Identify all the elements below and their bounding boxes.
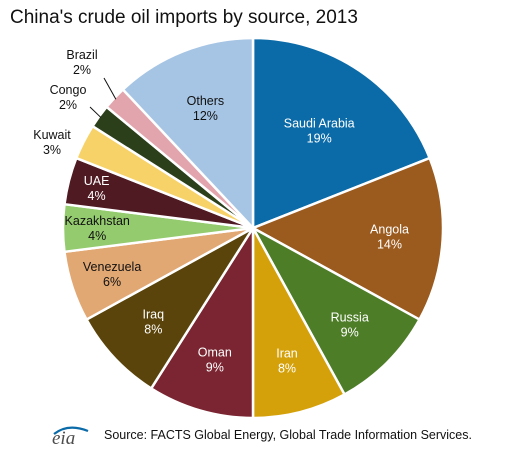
slice-label-kuwait: Kuwait 3%	[33, 128, 71, 157]
pie-slice-oman	[149, 226, 255, 420]
slice-label-kazakhstan: Kazakhstan 4%	[65, 214, 130, 243]
slice-label-russia: Russia 9%	[331, 311, 369, 340]
slice-label-brazil: Brazil 2%	[66, 48, 97, 77]
source-note: Source: FACTS Global Energy, Global Trad…	[104, 428, 472, 442]
slice-label-oman: Oman 9%	[198, 345, 232, 374]
slice-label-angola: Angola 14%	[370, 223, 409, 252]
slice-label-saudi-arabia: Saudi Arabia 19%	[284, 117, 355, 146]
slice-label-iraq: Iraq 8%	[143, 308, 165, 337]
pie-slice-saudi-arabia	[251, 36, 431, 230]
slice-label-others: Others 12%	[187, 94, 225, 123]
pie-slice-angola	[251, 156, 445, 321]
slice-label-congo: Congo 2%	[50, 83, 87, 112]
pie-slice-iran	[251, 226, 346, 420]
svg-text:eia: eia	[52, 428, 75, 447]
leader-line-brazil	[103, 77, 117, 100]
pie-slice-iraq	[85, 226, 255, 390]
slice-label-uae: UAE 4%	[84, 174, 110, 203]
eia-logo: eia	[52, 426, 89, 447]
chart-title: China's crude oil imports by source, 201…	[10, 7, 358, 28]
pie-slice-others	[121, 36, 255, 230]
leader-line-congo	[89, 106, 102, 118]
pie-slice-russia	[251, 226, 421, 396]
slice-label-iran: Iran 8%	[276, 347, 298, 376]
slice-label-venezuela: Venezuela 6%	[83, 260, 141, 289]
